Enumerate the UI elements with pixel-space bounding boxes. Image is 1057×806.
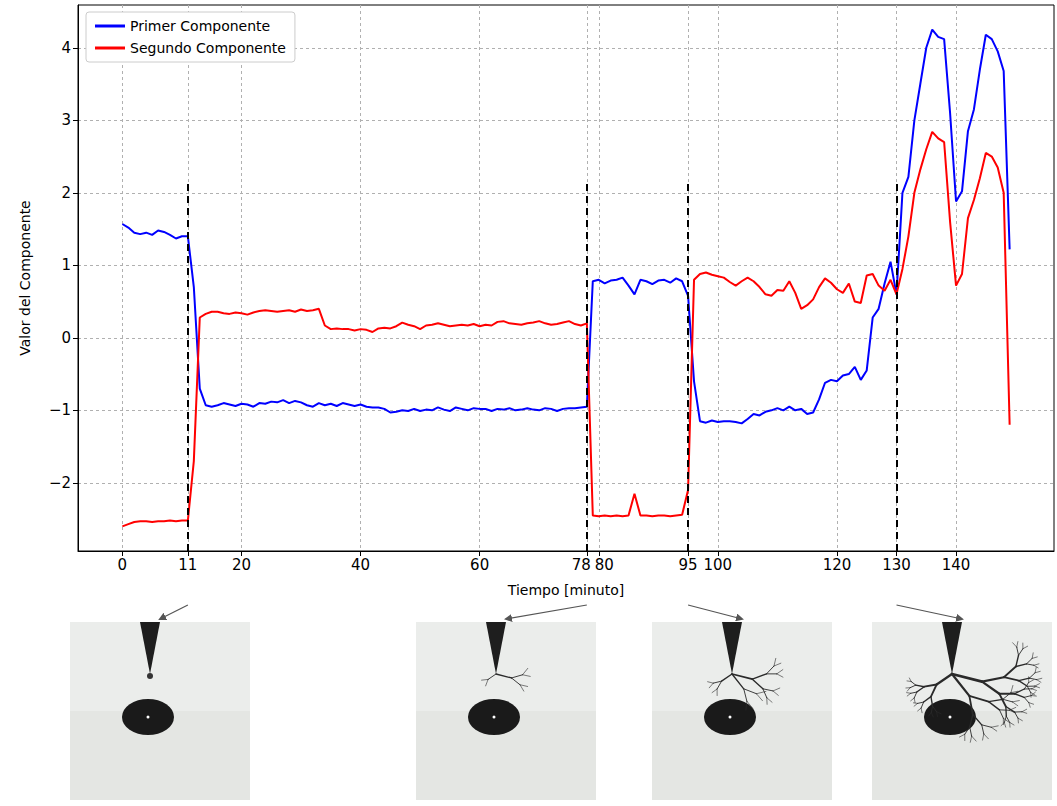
svg-text:20: 20 <box>232 556 251 574</box>
svg-text:0: 0 <box>61 329 71 347</box>
svg-text:4: 4 <box>61 39 71 57</box>
svg-text:60: 60 <box>470 556 489 574</box>
svg-text:Segundo Componente: Segundo Componente <box>130 40 286 56</box>
svg-text:2: 2 <box>61 184 71 202</box>
svg-text:40: 40 <box>351 556 370 574</box>
svg-text:Primer Componente: Primer Componente <box>130 18 270 34</box>
svg-text:−1: −1 <box>49 401 71 419</box>
svg-text:120: 120 <box>823 556 852 574</box>
svg-text:Valor del Componente: Valor del Componente <box>17 200 33 355</box>
svg-text:130: 130 <box>882 556 911 574</box>
svg-text:−2: −2 <box>49 474 71 492</box>
svg-text:Tiempo [minuto]: Tiempo [minuto] <box>507 582 624 598</box>
svg-text:100: 100 <box>704 556 733 574</box>
svg-text:95: 95 <box>679 556 698 574</box>
svg-text:3: 3 <box>61 111 71 129</box>
svg-text:78: 78 <box>572 556 591 574</box>
svg-text:0: 0 <box>118 556 128 574</box>
svg-text:140: 140 <box>942 556 971 574</box>
svg-text:1: 1 <box>61 256 71 274</box>
svg-text:11: 11 <box>178 556 197 574</box>
svg-text:80: 80 <box>595 556 614 574</box>
